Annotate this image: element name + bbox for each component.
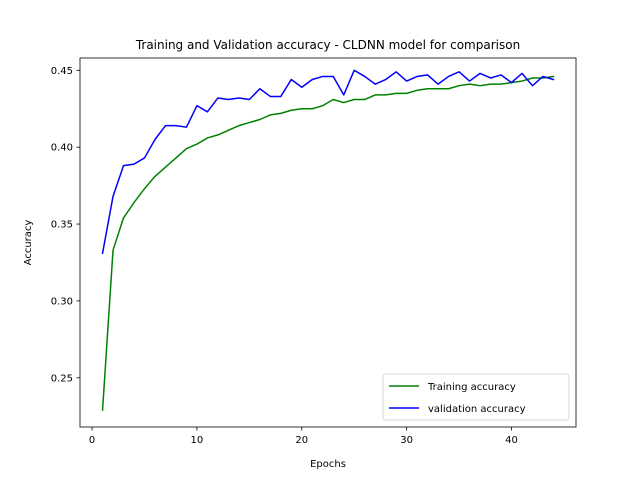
plot-frame bbox=[79, 57, 577, 428]
y-tick-label: 0.35 bbox=[51, 220, 73, 231]
x-tick-label: 40 bbox=[505, 435, 518, 446]
chart-title: Training and Validation accuracy - CLDNN… bbox=[135, 38, 520, 52]
x-axis: 0 10 20 30 40 bbox=[89, 427, 518, 446]
series-line-validation bbox=[101, 69, 555, 255]
y-axis-label: Accuracy bbox=[23, 220, 34, 266]
x-tick-label: 0 bbox=[89, 435, 95, 446]
y-tick-label: 0.40 bbox=[51, 143, 73, 154]
legend-box bbox=[382, 373, 570, 421]
series-layer bbox=[101, 69, 555, 411]
y-axis: 0.25 0.30 0.35 0.40 0.45 bbox=[51, 66, 80, 384]
legend: Training accuracy validation accuracy bbox=[382, 373, 570, 421]
x-tick-label: 10 bbox=[191, 435, 204, 446]
x-tick-label: 30 bbox=[400, 435, 413, 446]
y-tick-label: 0.25 bbox=[51, 373, 73, 384]
y-tick-label: 0.30 bbox=[51, 296, 73, 307]
legend-label-training: Training accuracy bbox=[427, 382, 516, 393]
x-tick-label: 20 bbox=[295, 435, 308, 446]
legend-label-validation: validation accuracy bbox=[428, 404, 526, 415]
series-line-training bbox=[101, 75, 555, 411]
x-axis-label: Epochs bbox=[310, 459, 346, 470]
y-tick-label: 0.45 bbox=[51, 66, 73, 77]
